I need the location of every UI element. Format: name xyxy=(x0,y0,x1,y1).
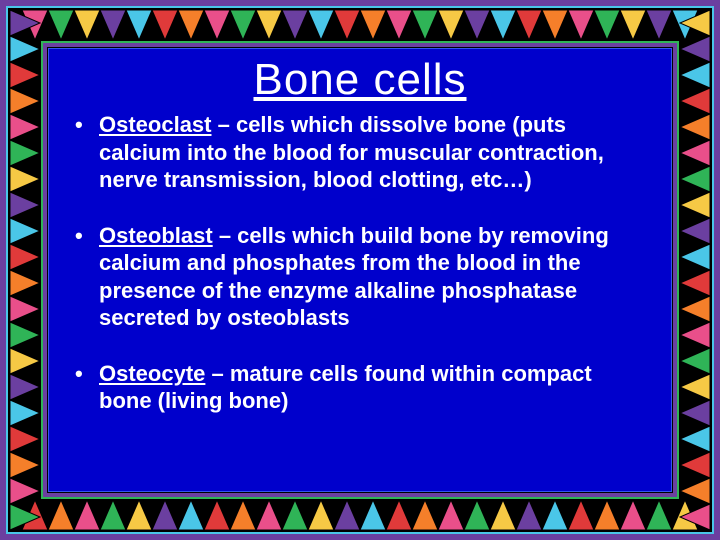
bullet-item: Osteocyte – mature cells found within co… xyxy=(99,360,641,415)
bullet-term: Osteoclast xyxy=(99,112,212,137)
bullet-term: Osteoblast xyxy=(99,223,213,248)
slide-content: Bone cells Osteoclast – cells which diss… xyxy=(48,48,672,492)
slide-title: Bone cells xyxy=(49,49,671,105)
bullet-item: Osteoblast – cells which build bone by r… xyxy=(99,222,641,332)
bullet-item: Osteoclast – cells which dissolve bone (… xyxy=(99,111,641,194)
bullet-list: Osteoclast – cells which dissolve bone (… xyxy=(49,105,671,415)
bullet-term: Osteocyte xyxy=(99,361,205,386)
